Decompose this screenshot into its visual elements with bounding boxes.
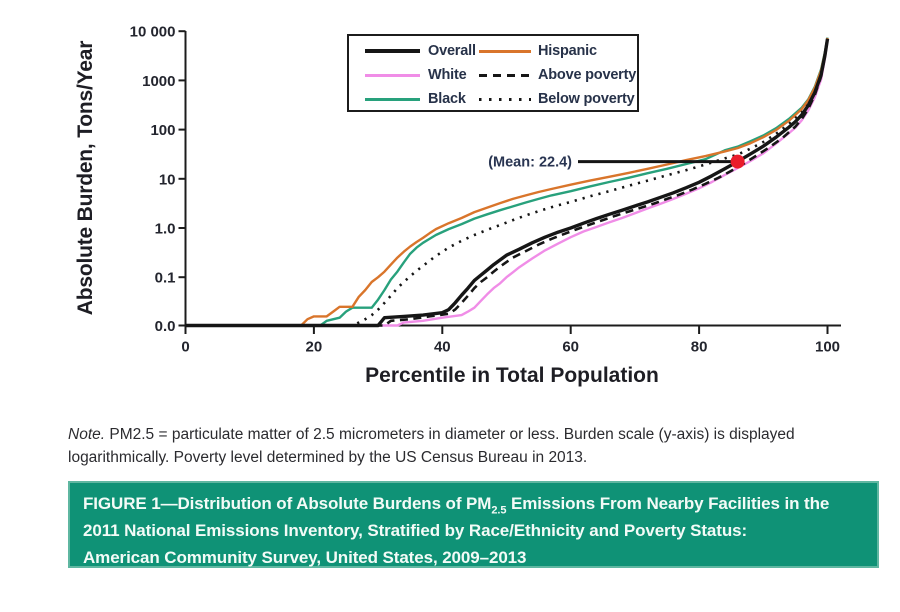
legend-item-white: White bbox=[365, 63, 476, 87]
y-tick-label: 1.0 bbox=[155, 221, 176, 238]
chart-legend: Overall White Black Hispanic Above poverty B… bbox=[347, 34, 639, 112]
legend-label: Above poverty bbox=[538, 67, 637, 83]
caption-line-2: 2011 National Emissions Inventory, Strat… bbox=[83, 521, 748, 540]
x-tick-label: 40 bbox=[434, 339, 451, 356]
figure-caption-box: FIGURE 1—Distribution of Absolute Burden… bbox=[68, 481, 879, 568]
above-poverty-line-swatch bbox=[479, 73, 531, 77]
x-tick-label: 20 bbox=[306, 339, 323, 356]
note-label: Note. bbox=[68, 426, 106, 443]
x-tick-label: 0 bbox=[181, 339, 189, 356]
x-tick-label: 60 bbox=[562, 339, 579, 356]
x-axis-label: Percentile in Total Population bbox=[365, 364, 659, 387]
black-line-swatch bbox=[365, 97, 420, 101]
mean-marker-dot bbox=[730, 154, 745, 169]
caption-line-1: FIGURE 1—Distribution of Absolute Burden… bbox=[83, 490, 864, 517]
below-poverty-line-swatch bbox=[479, 97, 531, 101]
figure-note: Note. PM2.5 = particulate matter of 2.5 … bbox=[68, 423, 860, 469]
mean-annotation: (Mean: 22.4) bbox=[488, 154, 745, 171]
caption-pm-subscript: 2.5 bbox=[491, 504, 507, 517]
y-tick-label: 10 bbox=[159, 171, 176, 188]
series-above-poverty bbox=[185, 38, 829, 327]
y-tick-label: 10 000 bbox=[130, 24, 176, 41]
legend-item-overall: Overall bbox=[365, 39, 476, 63]
white-line-swatch bbox=[365, 73, 420, 77]
caption-line1-text-end: Emissions From Nearby Facilities in the bbox=[506, 494, 830, 513]
x-axis: 0 20 40 60 80 100 bbox=[181, 324, 841, 356]
x-tick-label: 100 bbox=[815, 339, 840, 356]
burden-distribution-chart: 10 000 1000 100 10 1.0 0.1 0.0 0 20 40 60 80 100 (Mea… bbox=[130, 24, 841, 356]
note-line-2: logarithmically. Poverty level determine… bbox=[68, 449, 588, 466]
caption-line-3: American Community Survey, United States… bbox=[83, 548, 527, 567]
y-tick-label: 100 bbox=[150, 122, 175, 139]
note-line-1: Note. PM2.5 = particulate matter of 2.5 … bbox=[68, 423, 860, 446]
legend-item-black: Black bbox=[365, 87, 476, 111]
caption-line1-text: FIGURE 1—Distribution of Absolute Burden… bbox=[83, 494, 492, 513]
y-tick-label: 0.1 bbox=[155, 270, 176, 287]
legend-item-above-poverty: Above poverty bbox=[479, 63, 636, 87]
legend-column-2: Hispanic Above poverty Below poverty bbox=[479, 39, 636, 111]
series-hispanic bbox=[185, 37, 829, 327]
hispanic-line-swatch bbox=[479, 49, 531, 53]
legend-label: Below poverty bbox=[538, 91, 635, 107]
x-tick-label: 80 bbox=[691, 339, 708, 356]
y-axis: 10 000 1000 100 10 1.0 0.1 0.0 bbox=[130, 24, 187, 335]
y-axis-label: Absolute Burden, Tons/Year bbox=[74, 40, 97, 316]
legend-label: Black bbox=[428, 91, 466, 107]
plot-series bbox=[185, 37, 830, 328]
note-text-1: PM2.5 = particulate matter of 2.5 microm… bbox=[105, 426, 795, 443]
legend-item-below-poverty: Below poverty bbox=[479, 87, 636, 111]
overall-line-swatch bbox=[365, 49, 420, 53]
legend-column-1: Overall White Black bbox=[365, 39, 476, 111]
legend-label: Hispanic bbox=[538, 43, 597, 59]
series-black bbox=[185, 37, 829, 327]
series-overall bbox=[185, 38, 830, 328]
legend-label: Overall bbox=[428, 43, 476, 59]
legend-item-hispanic: Hispanic bbox=[479, 39, 636, 63]
y-tick-label: 1000 bbox=[142, 73, 175, 90]
y-tick-label: 0.0 bbox=[155, 318, 176, 335]
legend-label: White bbox=[428, 67, 467, 83]
mean-annotation-label: (Mean: 22.4) bbox=[488, 155, 572, 171]
